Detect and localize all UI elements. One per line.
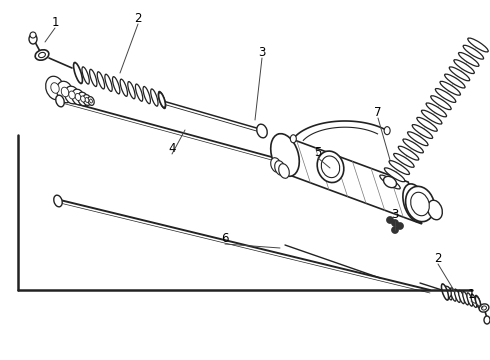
Ellipse shape	[475, 296, 481, 308]
Text: 5: 5	[314, 145, 322, 158]
Ellipse shape	[475, 295, 481, 309]
Ellipse shape	[435, 89, 456, 103]
Ellipse shape	[428, 200, 442, 220]
Ellipse shape	[279, 164, 289, 178]
Ellipse shape	[403, 184, 427, 222]
Ellipse shape	[455, 289, 460, 302]
Ellipse shape	[61, 87, 69, 97]
Text: 3: 3	[392, 208, 399, 221]
Ellipse shape	[459, 290, 465, 304]
Ellipse shape	[421, 110, 442, 124]
Ellipse shape	[105, 74, 112, 91]
Ellipse shape	[81, 96, 85, 102]
Ellipse shape	[72, 89, 84, 105]
Ellipse shape	[75, 94, 81, 100]
Ellipse shape	[389, 161, 410, 175]
Ellipse shape	[440, 81, 461, 95]
Ellipse shape	[54, 195, 62, 207]
Ellipse shape	[384, 176, 396, 188]
Text: 1: 1	[467, 288, 475, 302]
Ellipse shape	[158, 91, 166, 109]
Text: 4: 4	[168, 141, 176, 154]
Ellipse shape	[51, 83, 59, 93]
Ellipse shape	[463, 45, 484, 59]
Ellipse shape	[46, 76, 64, 100]
Ellipse shape	[446, 287, 452, 300]
Ellipse shape	[442, 285, 448, 299]
Ellipse shape	[482, 306, 487, 310]
Ellipse shape	[417, 117, 437, 131]
Ellipse shape	[467, 293, 473, 306]
Ellipse shape	[398, 146, 419, 160]
Ellipse shape	[408, 132, 428, 146]
Ellipse shape	[135, 84, 143, 101]
Ellipse shape	[484, 316, 490, 324]
Ellipse shape	[454, 60, 474, 73]
Ellipse shape	[270, 134, 299, 176]
Text: 7: 7	[374, 105, 382, 118]
Ellipse shape	[78, 92, 88, 106]
Ellipse shape	[387, 216, 393, 224]
Ellipse shape	[441, 284, 448, 300]
Ellipse shape	[450, 288, 456, 301]
Ellipse shape	[463, 292, 468, 305]
Ellipse shape	[57, 81, 74, 103]
Text: 2: 2	[134, 12, 142, 24]
Ellipse shape	[128, 82, 135, 99]
Text: 2: 2	[434, 252, 442, 265]
Ellipse shape	[83, 95, 91, 105]
Text: 6: 6	[221, 231, 229, 244]
Ellipse shape	[97, 72, 104, 89]
Ellipse shape	[257, 124, 267, 138]
Ellipse shape	[88, 96, 94, 105]
Ellipse shape	[74, 64, 82, 82]
Ellipse shape	[90, 99, 93, 103]
Ellipse shape	[317, 151, 344, 183]
Ellipse shape	[85, 98, 89, 102]
Ellipse shape	[35, 50, 49, 60]
Ellipse shape	[471, 294, 477, 307]
Ellipse shape	[406, 186, 435, 222]
Ellipse shape	[443, 286, 451, 298]
Ellipse shape	[385, 168, 405, 182]
Ellipse shape	[120, 79, 127, 96]
Ellipse shape	[159, 93, 166, 108]
Ellipse shape	[459, 53, 479, 66]
Ellipse shape	[468, 38, 488, 52]
Ellipse shape	[82, 67, 89, 84]
Ellipse shape	[431, 96, 451, 110]
Text: 1: 1	[51, 15, 59, 28]
Ellipse shape	[449, 67, 470, 81]
Ellipse shape	[270, 158, 281, 172]
Polygon shape	[278, 134, 422, 224]
Ellipse shape	[411, 192, 429, 216]
Ellipse shape	[30, 32, 36, 38]
Ellipse shape	[275, 161, 285, 175]
Ellipse shape	[39, 53, 46, 58]
Ellipse shape	[143, 86, 150, 104]
Ellipse shape	[56, 95, 64, 107]
Ellipse shape	[321, 156, 340, 177]
Text: 3: 3	[258, 45, 266, 58]
Ellipse shape	[90, 69, 97, 86]
Ellipse shape	[396, 222, 403, 230]
Ellipse shape	[113, 77, 120, 94]
Ellipse shape	[74, 63, 82, 84]
Ellipse shape	[403, 139, 423, 153]
Ellipse shape	[444, 74, 465, 88]
Ellipse shape	[65, 86, 79, 104]
Ellipse shape	[290, 135, 296, 143]
Ellipse shape	[479, 304, 489, 312]
Ellipse shape	[393, 153, 414, 167]
Ellipse shape	[426, 103, 446, 117]
Ellipse shape	[392, 220, 398, 226]
Ellipse shape	[380, 175, 400, 189]
Ellipse shape	[392, 226, 398, 234]
Ellipse shape	[412, 125, 433, 139]
Ellipse shape	[29, 34, 37, 44]
Ellipse shape	[151, 89, 158, 106]
Ellipse shape	[69, 91, 75, 99]
Ellipse shape	[384, 127, 390, 135]
